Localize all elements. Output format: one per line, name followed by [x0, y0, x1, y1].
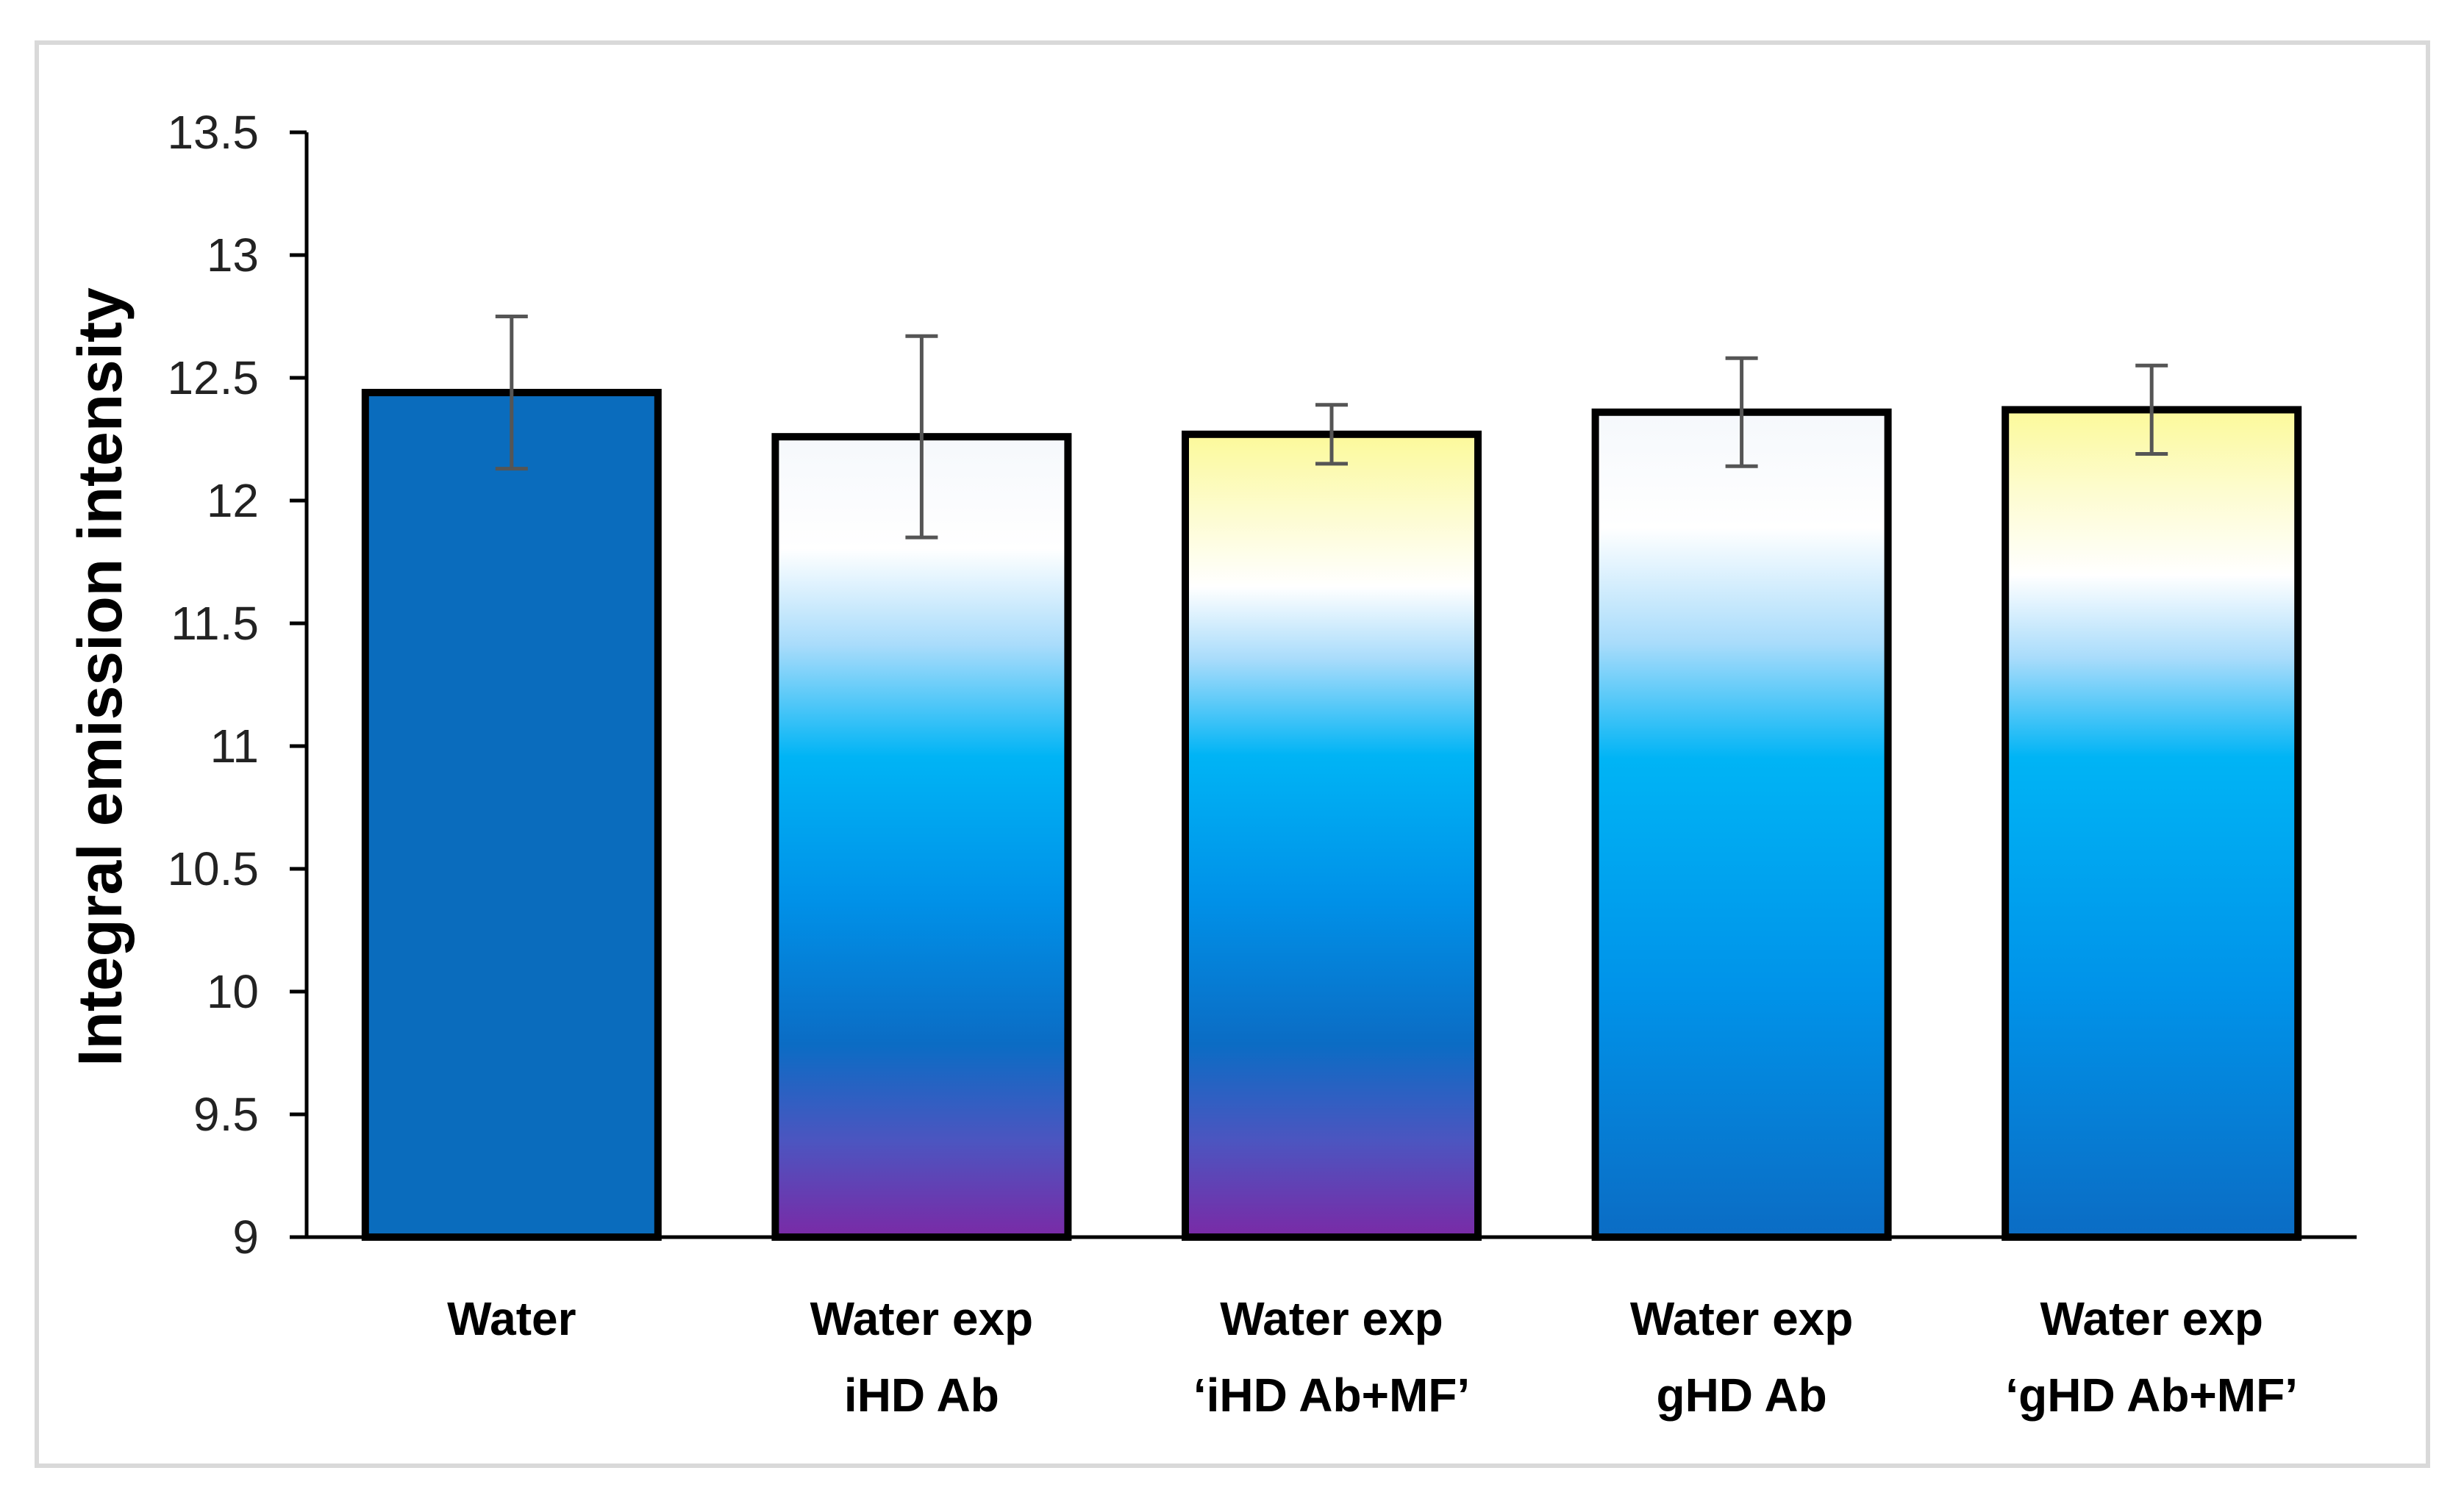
- x-category-label-line: Water: [447, 1292, 576, 1345]
- x-category-label: Water exp gHD Ab: [1630, 1292, 1854, 1422]
- bar: [1182, 430, 1482, 1242]
- x-category-label-line: gHD Ab: [1656, 1369, 1826, 1422]
- x-category-label-line: Water exp: [2040, 1292, 2263, 1345]
- x-category-label: Water exp ‘gHD Ab+MF’: [2005, 1292, 2298, 1422]
- bar: [1591, 408, 1892, 1241]
- x-category-label: Water exp iHD Ab: [810, 1292, 1034, 1422]
- x-category-label: Water: [447, 1292, 576, 1345]
- y-tick-label: 10: [207, 965, 259, 1018]
- x-category-label-line: iHD Ab: [844, 1369, 999, 1422]
- x-category-label-line: ‘gHD Ab+MF’: [2005, 1369, 2298, 1422]
- y-tick-label: 12.5: [167, 351, 259, 404]
- bars-layer: [361, 389, 2302, 1242]
- bar: [361, 389, 662, 1241]
- x-category-label-line: Water exp: [810, 1292, 1034, 1345]
- y-tick-label: 13: [207, 229, 259, 282]
- x-labels-layer: Water Water exp iHD Ab Water exp ‘iHD Ab+MF’…: [447, 1292, 2298, 1422]
- y-ticks-layer: 9 9.5 10 10.5 11 11.5 12 12.5 13 13.5: [167, 106, 307, 1264]
- y-tick-label: 11: [210, 720, 259, 773]
- error-bars-layer: [495, 315, 2168, 540]
- y-axis-label: Integral emission intensity: [65, 287, 135, 1067]
- y-tick-label: 9: [232, 1211, 259, 1264]
- y-tick-label: 12: [207, 474, 259, 527]
- x-category-label: Water exp ‘iHD Ab+MF’: [1193, 1292, 1470, 1422]
- axis-layer: [290, 132, 2357, 1239]
- bar: [771, 433, 1072, 1241]
- y-tick-label: 10.5: [167, 842, 259, 895]
- y-tick-label: 9.5: [193, 1088, 259, 1141]
- bar: [2001, 406, 2302, 1241]
- x-category-label-line: ‘iHD Ab+MF’: [1193, 1369, 1470, 1422]
- x-category-label-line: Water exp: [1220, 1292, 1443, 1345]
- x-category-label-line: Water exp: [1630, 1292, 1854, 1345]
- y-tick-label: 11.5: [171, 597, 259, 650]
- y-tick-label: 13.5: [167, 106, 259, 159]
